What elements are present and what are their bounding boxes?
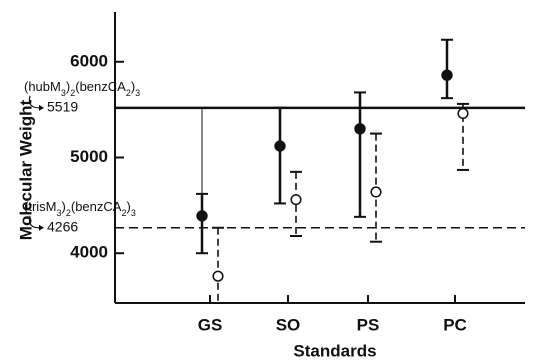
reference-arrow [28, 95, 43, 109]
data-point [354, 123, 366, 135]
y-tick-label: 4000 [70, 243, 108, 262]
reference-value-label: 4266 [47, 218, 78, 234]
x-tick-label: PC [443, 315, 467, 334]
y-axis-title: Molecular Weight [16, 99, 35, 240]
reference-value-label: 5519 [47, 99, 78, 115]
y-tick-label: 6000 [70, 51, 108, 70]
x-tick-label: PS [357, 315, 380, 334]
x-axis-title: Standards [293, 341, 376, 360]
reference-arrow [28, 215, 43, 229]
plot-area: 4000 5000 6000 GS SO PS PC (hubM3)2(benzCA2)355… [24, 12, 525, 334]
data-point [370, 186, 382, 198]
data-point [441, 69, 453, 81]
data-point [457, 107, 469, 120]
data-point [274, 140, 286, 152]
reference-arrowhead [39, 224, 44, 231]
reference-label: (hubM3)2(benzCA2)3 [24, 79, 140, 98]
reference-label: (trisM3)2(benzCA2)3 [24, 199, 136, 218]
data-point [212, 270, 224, 282]
data-point [290, 194, 302, 206]
data-point [196, 210, 208, 222]
reference-arrowhead [39, 104, 44, 111]
x-tick-label: GS [198, 315, 223, 334]
x-tick-label: SO [276, 315, 301, 334]
y-tick-label: 5000 [70, 147, 108, 166]
